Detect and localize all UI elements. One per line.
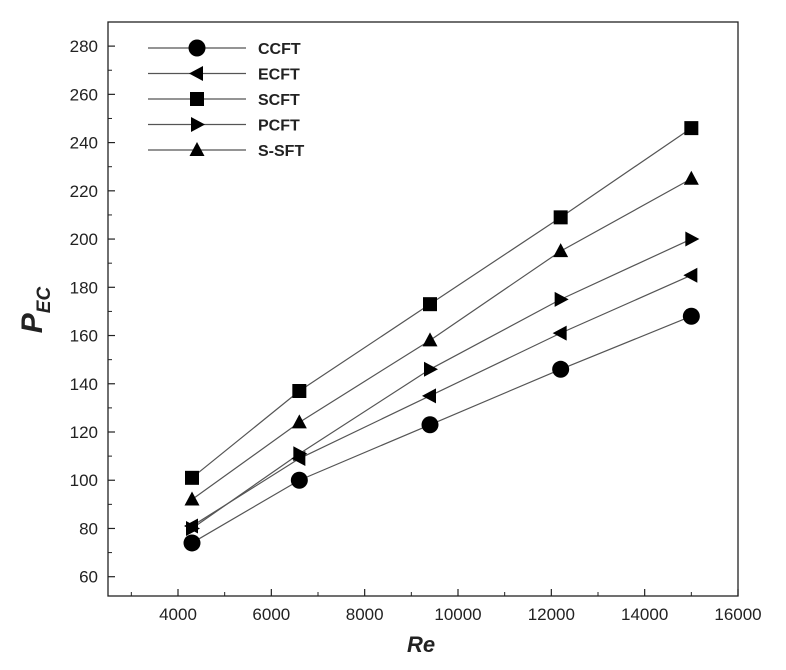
series-line-pcft [191, 238, 692, 529]
legend-label-ecft: ECFT [258, 67, 300, 84]
data-point-s-sft [422, 332, 438, 347]
y-axis-title-main: P [16, 312, 49, 333]
data-point-pcft [186, 520, 200, 536]
y-tick-label: 180 [70, 278, 98, 297]
y-tick-label: 60 [79, 568, 98, 587]
series-line-scft [191, 127, 692, 479]
data-point-s-sft [553, 243, 569, 258]
y-tick-label: 100 [70, 471, 98, 490]
x-tick-label: 12000 [528, 605, 575, 624]
series-lines [191, 127, 692, 544]
legend-marker-pcft [191, 117, 205, 132]
data-point-scft [684, 121, 699, 136]
series-markers [183, 121, 700, 552]
data-point-ecft [552, 325, 567, 341]
y-axis-title: PEC [16, 287, 55, 334]
y-tick-label: 120 [70, 423, 98, 442]
y-tick-label: 280 [70, 37, 98, 56]
y-axis-title-subscript: EC [34, 287, 55, 314]
legend-label-pcft: PCFT [258, 118, 300, 135]
data-point-pcft [293, 446, 308, 462]
data-point-ecft [422, 388, 436, 404]
data-point-scft [553, 210, 568, 225]
data-point-ccft [421, 416, 439, 434]
y-tick-label: 220 [70, 182, 98, 201]
data-point-pcft [424, 361, 438, 377]
y-tick-label: 260 [70, 85, 98, 104]
data-point-ccft [290, 471, 308, 489]
x-tick-label: 6000 [252, 605, 290, 624]
data-point-pcft [554, 291, 569, 307]
series-line-ccft [191, 315, 692, 544]
data-point-scft [423, 297, 437, 312]
data-point-s-sft [683, 170, 699, 185]
x-tick-label: 16000 [714, 605, 761, 624]
data-point-ecft [683, 267, 698, 283]
legend-marker-ccft [188, 39, 206, 57]
legend-marker-scft [190, 92, 204, 106]
legend-marker-s-sft [189, 142, 205, 156]
y-tick-label: 240 [70, 134, 98, 153]
legend-label-scft: SCFT [258, 92, 300, 109]
data-point-pcft [685, 231, 700, 247]
y-tick-label: 80 [79, 519, 98, 538]
series-line-s-sft [191, 178, 692, 501]
data-point-ccft [552, 360, 570, 378]
y-tick-label: 140 [70, 375, 98, 394]
legend-label-ccft: CCFT [258, 41, 301, 58]
y-tick-label: 160 [70, 327, 98, 346]
data-point-scft [185, 470, 199, 485]
data-point-s-sft [291, 414, 307, 429]
x-tick-label: 14000 [621, 605, 668, 624]
plot-frame [107, 21, 739, 597]
plot-border [107, 21, 739, 597]
x-tick-label: 10000 [434, 605, 481, 624]
x-axis-title: Re [407, 632, 435, 657]
y-tick-label: 200 [70, 230, 98, 249]
data-point-scft [292, 384, 307, 398]
data-point-ccft [183, 534, 201, 552]
y-axis: 60 80 100 120 140 160 180 200 220 240 260 280 [70, 37, 115, 587]
x-tick-label: 8000 [346, 605, 384, 624]
x-axis: 4000 6000 8000 10000 12000 14000 16000 [130, 589, 762, 624]
legend-label-s-sft: S-SFT [258, 143, 304, 160]
data-point-s-sft [184, 491, 200, 506]
series-line-ecft [191, 274, 692, 527]
legend: CCFT ECFT SCFT PCFT S-SFT [148, 39, 304, 160]
legend-marker-ecft [189, 66, 203, 81]
x-tick-label: 4000 [159, 605, 197, 624]
data-point-ccft [682, 307, 700, 325]
